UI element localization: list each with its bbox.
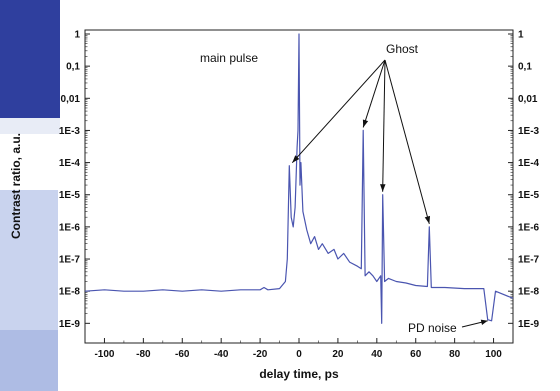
y-tick-label-left: 1E-5 (59, 190, 81, 201)
series-line (84, 33, 514, 324)
x-tick-label: -20 (253, 349, 268, 360)
y-ticks-right: 1E-9 1E-8 1E-7 1E-6 1E-5 1E-4 1E-3 0,01 0,1 1 (508, 30, 540, 330)
ghost-arrow-line (291, 59, 386, 164)
y-tick-label-left: 1E-6 (59, 222, 81, 233)
y-axis-title: Contrast ratio, a.u. (9, 133, 23, 239)
x-ticks: -100 -80 -60 -40 -20 0 20 40 60 80 100 (84, 338, 514, 360)
y-tick-label-left: 1 (74, 30, 80, 41)
x-tick-label: 0 (296, 349, 302, 360)
pd-noise-arrow-head (480, 319, 488, 325)
y-tick-label-left: 1E-3 (59, 126, 81, 137)
annotation-pd-noise: PD noise (408, 321, 457, 335)
y-tick-label-right: 1E-8 (518, 287, 540, 298)
y-tick-label-left: 1E-4 (59, 158, 81, 169)
y-tick-label-left: 1E-9 (59, 319, 81, 330)
x-tick-label: -80 (136, 349, 151, 360)
x-tick-label: 60 (410, 349, 422, 360)
annotation-main-pulse: main pulse (200, 51, 258, 65)
y-tick-label-left: 1E-8 (59, 287, 81, 298)
y-tick-label-left: 0,1 (66, 62, 80, 73)
y-tick-label-left: 0,01 (61, 94, 81, 105)
ghost-arrow-line (384, 59, 430, 225)
x-tick-label: 40 (371, 349, 383, 360)
y-tick-label-right: 0,01 (518, 94, 538, 105)
annotation-ghost: Ghost (386, 42, 419, 56)
left-blue-panel (0, 0, 60, 125)
y-ticks-left: 1E-9 1E-8 1E-7 1E-6 1E-5 1E-4 1E-3 0,01 0,1 1 (59, 30, 90, 330)
left-white-strip (0, 118, 60, 134)
left-bottom-panel (0, 330, 58, 391)
y-tick-label-right: 1 (518, 30, 524, 41)
y-tick-label-right: 1E-4 (518, 158, 540, 169)
x-axis-title: delay time, ps (259, 367, 339, 381)
annotations-layer: main pulse Ghost PD noise (200, 42, 488, 335)
x-tick-label: 100 (485, 349, 502, 360)
ghost-arrow-head (424, 215, 431, 224)
ghost-arrow-head (292, 155, 300, 163)
ghost-arrow-line (362, 59, 386, 128)
y-tick-label-right: 0,1 (518, 62, 532, 73)
x-tick-label: -60 (175, 349, 190, 360)
y-tick-label-right: 1E-6 (518, 222, 540, 233)
x-tick-label: -100 (94, 349, 114, 360)
ghost-arrow-head (380, 184, 386, 192)
y-tick-label-right: 1E-5 (518, 190, 540, 201)
y-tick-label-left: 1E-7 (59, 255, 81, 266)
y-tick-label-right: 1E-7 (518, 255, 540, 266)
x-tick-label: 20 (332, 349, 344, 360)
ghost-arrow-line (382, 59, 386, 192)
y-tick-label-right: 1E-9 (518, 319, 540, 330)
ghost-arrow-head (362, 119, 369, 128)
x-tick-label: -40 (214, 349, 229, 360)
y-tick-label-right: 1E-3 (518, 126, 540, 137)
x-tick-label: 80 (449, 349, 461, 360)
series-layer (84, 33, 514, 324)
